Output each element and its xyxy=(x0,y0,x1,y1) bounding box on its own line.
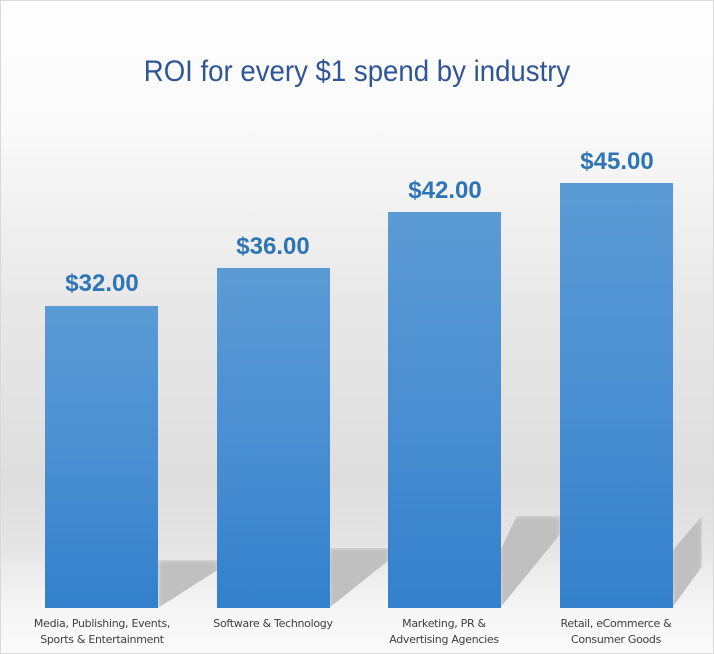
chart-title: ROI for every $1 spend by industry xyxy=(143,55,571,88)
bar-marketing[interactable] xyxy=(388,212,501,608)
bar-software[interactable] xyxy=(217,268,330,608)
category-label: Retail, eCommerce & Consumer Goods xyxy=(560,617,672,646)
bar-retail[interactable] xyxy=(560,183,673,608)
data-label: $36.00 xyxy=(236,233,310,260)
category-label: Media, Publishing, Events, Sports & Ente… xyxy=(33,617,171,646)
data-label: $42.00 xyxy=(408,177,482,204)
category-label: Marketing, PR & Advertising Agencies xyxy=(389,617,499,646)
data-label: $45.00 xyxy=(580,148,654,175)
data-label: $32.00 xyxy=(65,270,139,297)
category-label: Software & Technology xyxy=(213,617,333,630)
bar-media[interactable] xyxy=(45,306,158,608)
